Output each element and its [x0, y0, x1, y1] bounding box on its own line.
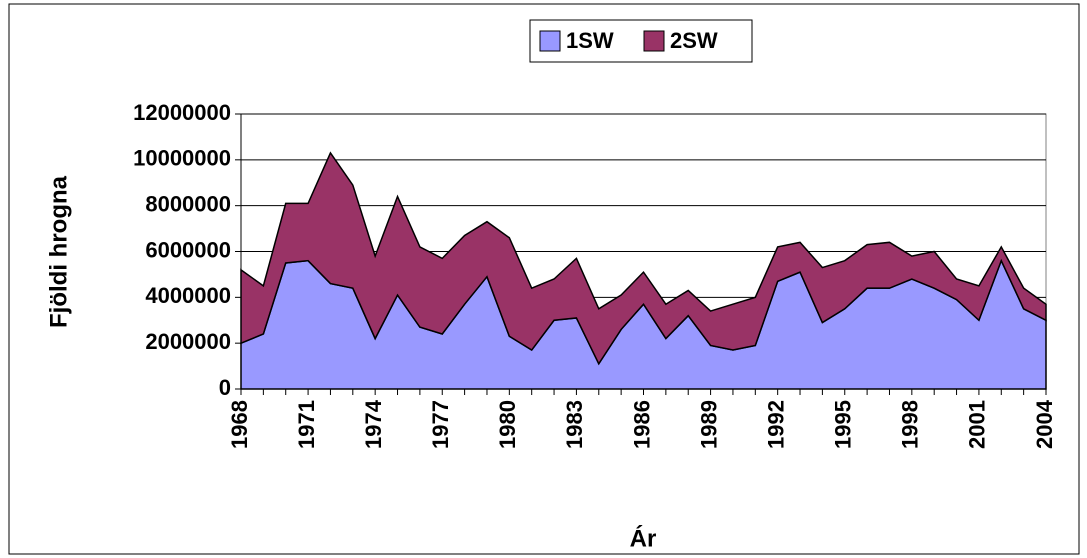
x-tick-label: 1974 — [361, 399, 386, 449]
y-tick-label: 2000000 — [145, 329, 231, 354]
x-tick-label: 1977 — [428, 400, 453, 449]
x-tick-label: 1968 — [227, 400, 252, 449]
y-axis-label: Fjöldi hrogna — [45, 175, 72, 328]
x-tick-label: 1983 — [562, 400, 587, 449]
legend-swatch — [539, 30, 561, 52]
area — [240, 151, 1047, 366]
y-tick-label: 0 — [219, 375, 231, 400]
y-tick-label: 10000000 — [133, 146, 231, 171]
x-tick-label: 1971 — [294, 400, 319, 449]
x-tick-label: 1980 — [495, 400, 520, 449]
y-tick-label: 6000000 — [145, 237, 231, 262]
x-tick-label: 1998 — [898, 400, 923, 449]
x-tick-label: 1995 — [831, 400, 856, 449]
x-axis-label: Ár — [630, 524, 657, 552]
x-tick-label: 1986 — [629, 400, 654, 449]
y-tick-label: 4000000 — [145, 283, 231, 308]
x-tick-label: 1989 — [696, 400, 721, 449]
legend-box — [529, 19, 753, 63]
legend-label: 2SW — [670, 28, 718, 53]
legend-swatch — [643, 30, 665, 52]
y-tick-label: 8000000 — [145, 191, 231, 216]
x-tick-label: 1992 — [763, 400, 788, 449]
y-tick-label: 12000000 — [133, 100, 231, 125]
x-tick-label: 2004 — [1032, 399, 1057, 449]
x-tick-label: 2001 — [965, 400, 990, 449]
legend-label: 1SW — [566, 28, 614, 53]
